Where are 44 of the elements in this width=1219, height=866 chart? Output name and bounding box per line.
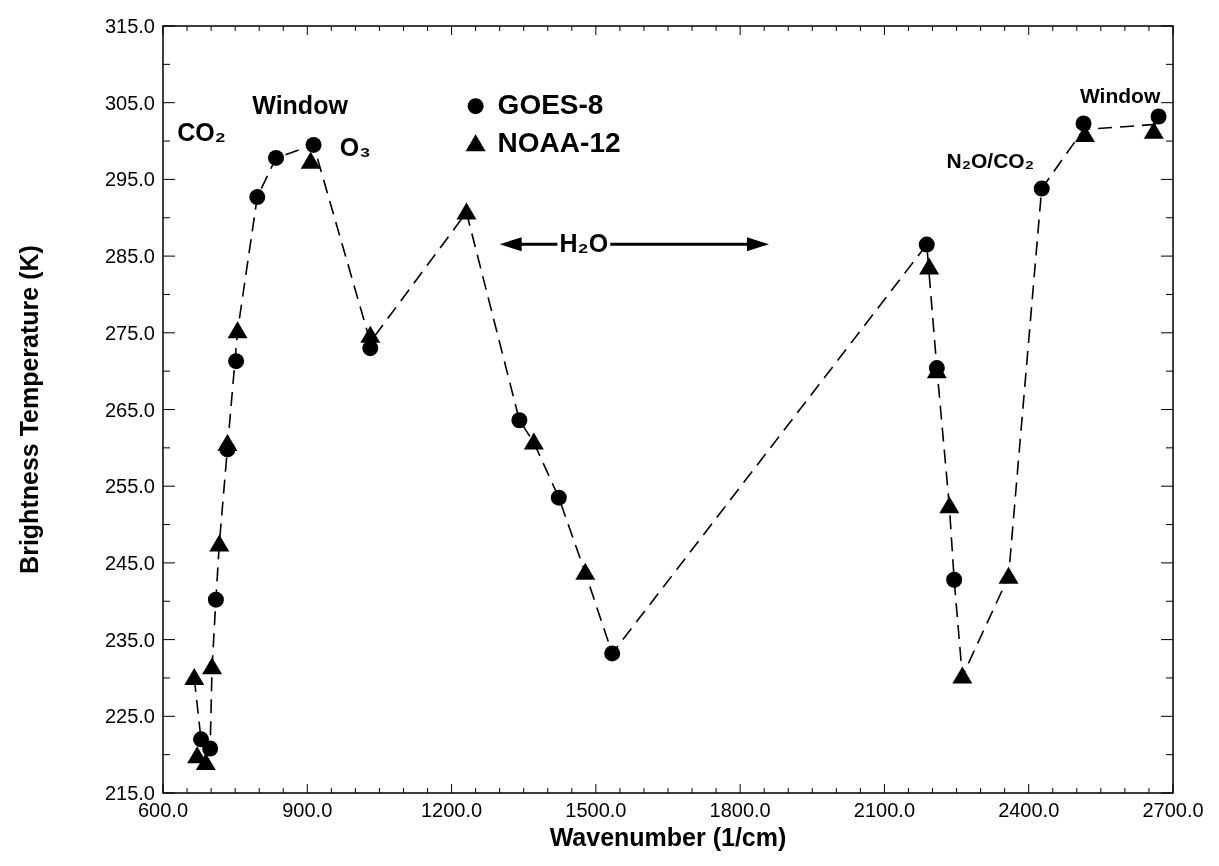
- y-tick-label: 255.0: [104, 475, 155, 498]
- x-tick-label: 1800.0: [709, 799, 771, 821]
- x-tick-label: 2700.0: [1142, 799, 1204, 821]
- x-tick-label: 1500.0: [565, 799, 627, 821]
- point: [219, 441, 236, 458]
- annotation: Window: [1079, 83, 1161, 107]
- y-tick-label: 225.0: [104, 705, 155, 728]
- point: [511, 412, 528, 429]
- point: [918, 236, 935, 253]
- annotation: O₃: [339, 133, 371, 162]
- y-tick-label: 275.0: [104, 321, 155, 344]
- point: [1143, 121, 1164, 139]
- x-axis-title: Wavenumber (1/cm): [549, 823, 787, 851]
- point: [228, 353, 245, 370]
- point: [249, 189, 266, 206]
- legend-label: GOES-8: [497, 89, 604, 121]
- point: [946, 571, 963, 588]
- point: [300, 151, 321, 169]
- point: [268, 149, 285, 166]
- y-tick-label: 245.0: [104, 551, 155, 574]
- y-tick-label: 285.0: [104, 245, 155, 268]
- point: [1150, 108, 1167, 125]
- annotation: CO₂: [177, 118, 226, 147]
- y-tick-label: 315.0: [104, 15, 155, 37]
- point: [1075, 115, 1092, 132]
- point: [919, 257, 940, 275]
- x-tick-label: 900.0: [282, 799, 333, 821]
- annotation: Window: [252, 91, 349, 120]
- point: [362, 340, 379, 357]
- y-tick-label: 295.0: [104, 168, 155, 191]
- y-tick-label: 305.0: [104, 91, 155, 114]
- annotation: N₂O/CO₂: [946, 148, 1034, 172]
- x-tick-label: 2400.0: [998, 799, 1060, 821]
- y-tick-label: 235.0: [104, 628, 155, 651]
- point: [1033, 180, 1050, 197]
- y-axis-title: Brightness Temperature (K): [15, 245, 43, 574]
- point: [550, 489, 567, 506]
- point: [184, 667, 205, 685]
- y-tick-label: 265.0: [104, 398, 155, 421]
- x-tick-label: 2100.0: [853, 799, 916, 821]
- legend-label: NOAA-12: [497, 127, 621, 159]
- annotation: H₂O: [559, 229, 609, 258]
- x-tick-label: 1200.0: [420, 799, 483, 821]
- point: [195, 753, 216, 771]
